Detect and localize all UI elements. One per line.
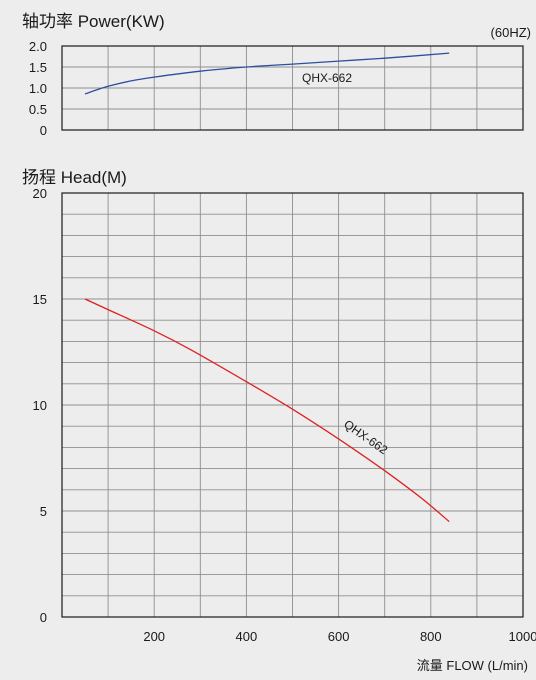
- x-tick-label: 1000: [509, 629, 536, 644]
- head-chart-series: QHX-662: [84, 298, 450, 523]
- head-y-tick-label: 0: [40, 610, 47, 625]
- head-y-tick-label: 15: [33, 292, 47, 307]
- power-curve: [84, 52, 450, 95]
- power-y-tick-label: 2.0: [29, 39, 47, 54]
- head-y-tick-label: 20: [33, 186, 47, 201]
- head-chart-grid: [61, 192, 524, 618]
- power-chart-grid: [61, 45, 524, 131]
- head-y-tick-label: 10: [33, 398, 47, 413]
- power-curve-label: QHX-662: [302, 71, 352, 85]
- x-tick-label: 800: [420, 629, 442, 644]
- head-plot-frame: [61, 192, 524, 618]
- frequency-label: (60HZ): [491, 25, 531, 40]
- power-chart-title: 轴功率 Power(KW): [22, 12, 165, 31]
- power-y-tick-label: 1.0: [29, 81, 47, 96]
- head-chart-title: 扬程 Head(M): [22, 168, 127, 187]
- head-chart-y-ticks: 20 15 10 5 0: [33, 186, 47, 625]
- head-chart-x-ticks: 200 400 600 800 1000: [143, 629, 536, 644]
- head-curve: [84, 298, 450, 523]
- flow-axis-label: 流量 FLOW (L/min): [417, 658, 528, 673]
- power-plot-frame: [61, 45, 524, 131]
- power-chart-y-ticks: 2.0 1.5 1.0 0.5 0: [29, 39, 47, 138]
- power-y-tick-label: 1.5: [29, 60, 47, 75]
- power-y-tick-label: 0: [40, 123, 47, 138]
- power-y-tick-label: 0.5: [29, 102, 47, 117]
- x-tick-label: 200: [143, 629, 165, 644]
- x-tick-label: 600: [328, 629, 350, 644]
- head-y-tick-label: 5: [40, 504, 47, 519]
- x-tick-label: 400: [236, 629, 258, 644]
- head-curve-label: QHX-662: [341, 417, 390, 457]
- power-chart-series: QHX-662: [84, 52, 450, 95]
